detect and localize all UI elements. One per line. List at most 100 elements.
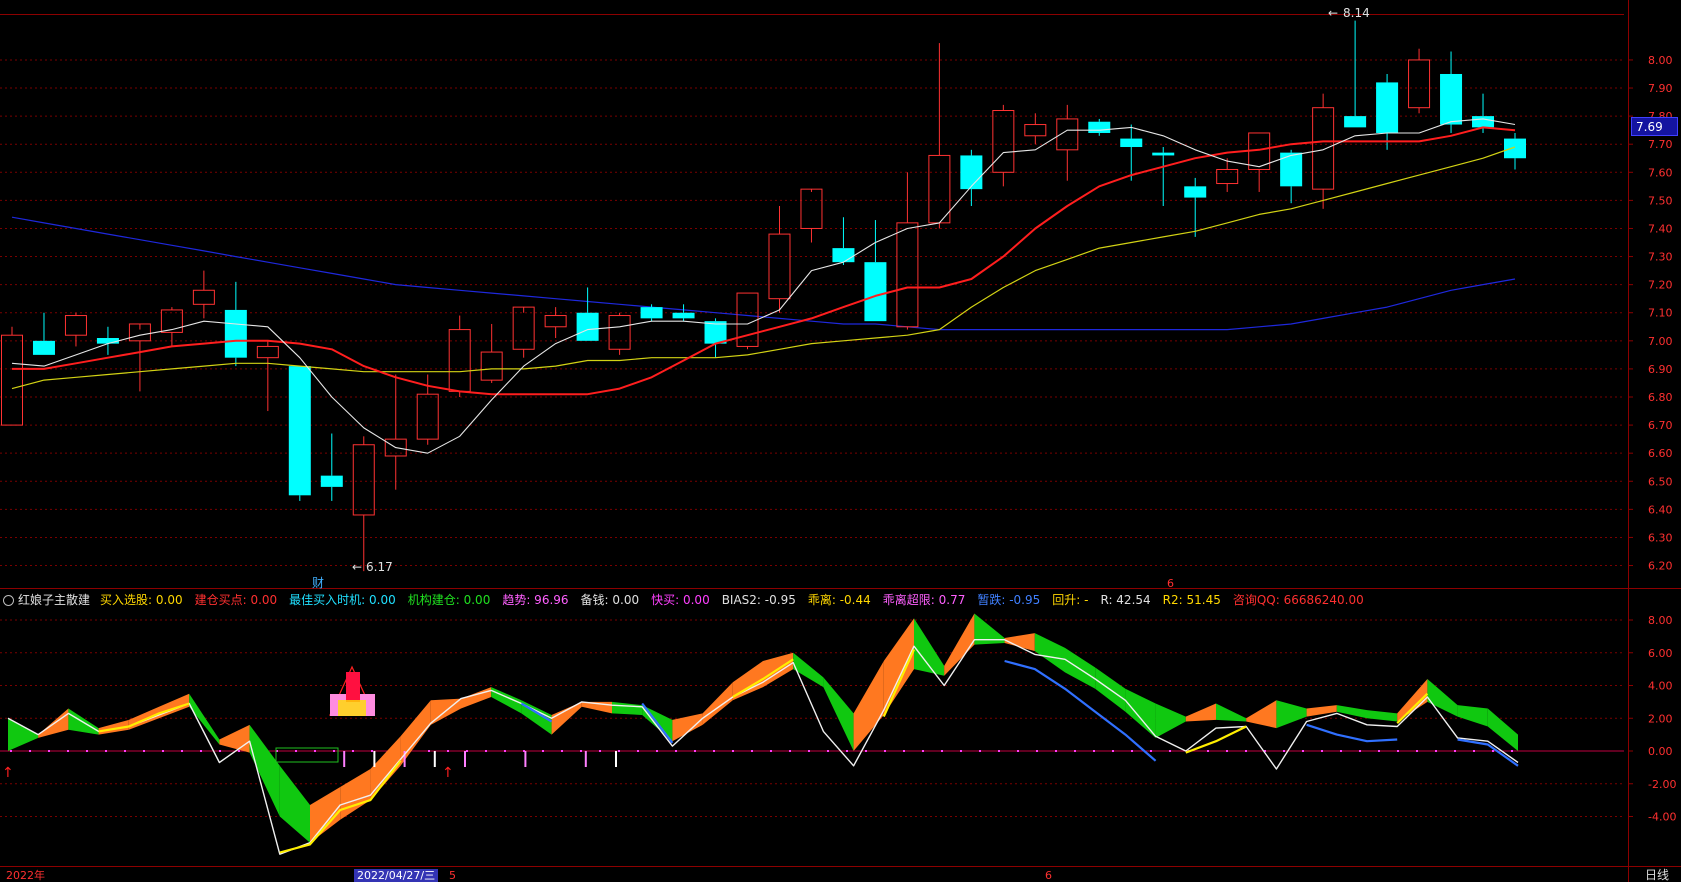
candle-body [1024, 124, 1047, 137]
price-tick-label: 6.70 [1648, 419, 1673, 432]
candle-body [256, 345, 279, 359]
zero-dot [732, 750, 734, 753]
indicator-tick-label: 2.00 [1648, 712, 1673, 725]
ribbon-segment [551, 701, 582, 735]
ribbon-segment [944, 613, 975, 676]
period-button[interactable]: 日线 [1644, 868, 1669, 882]
signal-green-box [275, 747, 339, 763]
candle [1088, 118, 1111, 136]
zero-dot [1264, 750, 1266, 753]
indicator-tick-label: 4.00 [1648, 680, 1673, 693]
indicator-legend-item: 建仓买点: 0.00 [194, 593, 278, 607]
candle [1152, 147, 1175, 206]
zero-dot [105, 750, 107, 753]
candle-body [320, 475, 343, 487]
zero-dot [504, 750, 506, 753]
candle-body [960, 155, 983, 190]
candle-body [160, 309, 183, 333]
indicator-tick-label: 6.00 [1648, 647, 1673, 660]
candle [608, 312, 631, 355]
candle [1056, 104, 1079, 181]
candle-body [1376, 82, 1399, 133]
ma5-segment [11, 118, 1516, 454]
indicator-radio-icon[interactable] [3, 594, 14, 606]
cursor-date-tag: 2022/04/27/三 [354, 869, 439, 882]
zero-dot [751, 750, 753, 753]
candle-body [480, 351, 503, 381]
candle-body [896, 222, 919, 328]
candle [64, 312, 87, 347]
indicator-name[interactable]: 红娘子主散建 [18, 593, 91, 607]
price-tick-label: 7.40 [1648, 222, 1673, 235]
candle [704, 318, 727, 358]
high-mark-label: 8.14 [1343, 6, 1370, 20]
signal-yellow-block [338, 700, 366, 716]
indicator-legend-item: 趋势: 96.96 [502, 593, 569, 607]
indicator-legend-item: 乖离: -0.44 [807, 593, 871, 607]
ribbon-segment [128, 706, 159, 730]
zero-dot [1112, 750, 1114, 753]
candle [1184, 177, 1207, 237]
indicator-legend-item: 暂跌: -0.95 [977, 593, 1041, 607]
ma5-line [11, 118, 1516, 454]
price-tick-label: 6.80 [1648, 391, 1673, 404]
candle-body [640, 307, 663, 319]
zero-dot [675, 750, 677, 753]
indicator-tick-label: -4.00 [1648, 811, 1676, 824]
zero-dot [580, 750, 582, 753]
zero-dot [1283, 750, 1285, 753]
zero-dot [1302, 750, 1304, 753]
indicator-blue-line [1306, 723, 1398, 743]
candle [256, 340, 279, 412]
price-tick-label: 8.00 [1648, 54, 1673, 67]
zero-dot [1131, 750, 1133, 753]
indicator-legend-item: 买入选股: 0.00 [100, 593, 183, 607]
ribbon-segment [310, 787, 341, 843]
ribbon-segment [883, 618, 914, 715]
zero-dot [694, 750, 696, 753]
zero-dot [238, 750, 240, 753]
candle-body [544, 315, 567, 328]
zero-dot [1093, 750, 1095, 753]
indicator-signal-marks: ↑ ↑ [2, 665, 454, 781]
candle-body [1056, 118, 1079, 151]
zero-dot [884, 750, 886, 753]
month-6-label: 6 [1045, 869, 1052, 882]
ma10-segment [12, 126, 1516, 396]
zero-dot [1492, 750, 1494, 753]
zero-dot [1454, 750, 1456, 753]
candle [96, 326, 119, 355]
candle [1440, 51, 1463, 133]
candle-body [1088, 121, 1111, 133]
zero-dot [770, 750, 772, 753]
zero-dot [1245, 750, 1247, 753]
candle [320, 433, 343, 501]
zero-dot [1150, 750, 1152, 753]
indicator-blue-line [520, 702, 553, 723]
candle-body [288, 366, 311, 496]
indicator-legend-item: 最佳买入时机: 0.00 [289, 593, 396, 607]
ribbon-segment [1125, 688, 1156, 738]
ribbon-segment [1367, 710, 1398, 722]
candle [480, 323, 503, 383]
zero-dot [48, 750, 50, 753]
candle [1280, 149, 1303, 204]
candle-body [384, 438, 407, 457]
candle [352, 436, 375, 572]
zero-dot [143, 750, 145, 753]
candle-body [1152, 152, 1175, 156]
zero-dot [922, 750, 924, 753]
price-tick-label: 7.50 [1648, 194, 1673, 207]
candle-body [1408, 59, 1431, 109]
indicator-legend-item: 咨询QQ: 66686240.00 [1232, 593, 1364, 607]
indicator-legend-item: 乖离超限: 0.77 [882, 593, 966, 607]
year-label: 2022年 [6, 869, 45, 882]
zero-dot [789, 750, 791, 753]
zero-dot [1397, 750, 1399, 753]
price-tick-label: 6.60 [1648, 447, 1673, 460]
ribbon-segment [823, 677, 854, 752]
ribbon-segment [1487, 708, 1518, 752]
zero-dot [599, 750, 601, 753]
